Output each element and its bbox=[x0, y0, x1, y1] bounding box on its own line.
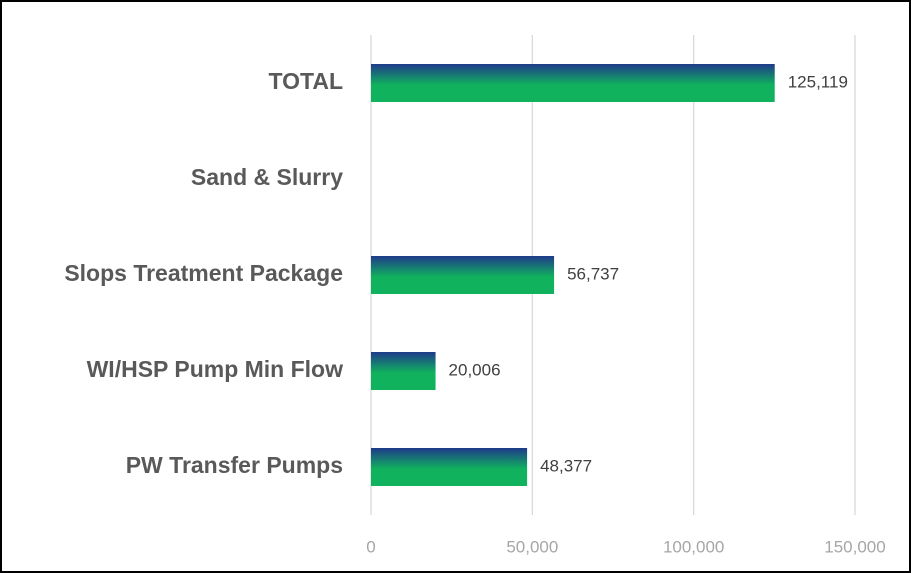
data-label: 48,377 bbox=[540, 456, 592, 475]
data-label: 20,006 bbox=[449, 360, 501, 379]
data-label: 125,119 bbox=[788, 72, 848, 91]
x-tick-label: 100,000 bbox=[663, 537, 724, 556]
bar bbox=[371, 352, 436, 390]
x-tick-label: 50,000 bbox=[506, 537, 558, 556]
y-tick-label: TOTAL bbox=[268, 68, 343, 94]
data-label: 56,737 bbox=[567, 264, 619, 283]
x-tick-label: 150,000 bbox=[824, 537, 885, 556]
y-tick-label: Slops Treatment Package bbox=[64, 260, 343, 286]
y-tick-label: Sand & Slurry bbox=[191, 164, 343, 190]
bar bbox=[371, 64, 775, 102]
x-tick-label: 0 bbox=[366, 537, 375, 556]
bar bbox=[371, 448, 528, 486]
y-tick-label: WI/HSP Pump Min Flow bbox=[87, 356, 344, 382]
y-tick-label: PW Transfer Pumps bbox=[126, 452, 343, 478]
bar bbox=[371, 256, 555, 294]
